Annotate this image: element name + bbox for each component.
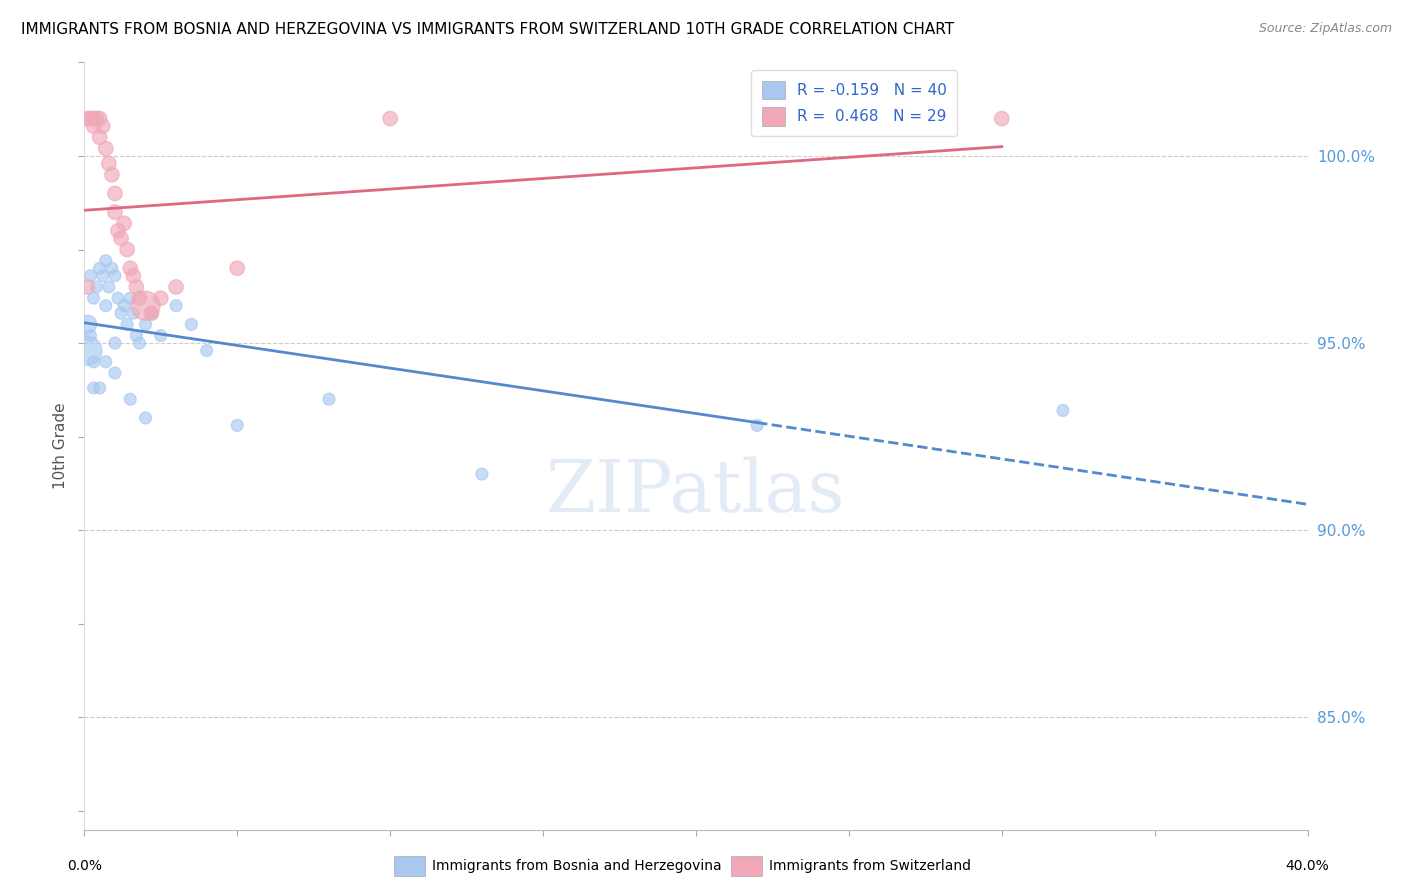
Point — [180, 318, 202, 332]
Point — [107, 224, 129, 238]
Point — [135, 318, 157, 332]
Point — [76, 112, 98, 126]
Point — [83, 381, 105, 395]
Text: IMMIGRANTS FROM BOSNIA AND HERZEGOVINA VS IMMIGRANTS FROM SWITZERLAND 10TH GRADE: IMMIGRANTS FROM BOSNIA AND HERZEGOVINA V… — [21, 22, 955, 37]
Point — [83, 119, 105, 133]
Point — [94, 141, 117, 155]
Point — [120, 392, 142, 407]
Point — [122, 268, 145, 283]
Point — [107, 291, 129, 305]
Point — [104, 268, 127, 283]
Point — [125, 280, 148, 294]
Point — [86, 280, 108, 294]
Point — [141, 306, 163, 320]
Point — [110, 306, 132, 320]
Text: Immigrants from Switzerland: Immigrants from Switzerland — [769, 859, 972, 873]
Point — [318, 392, 340, 407]
Point — [97, 280, 120, 294]
Point — [165, 299, 187, 313]
Point — [747, 418, 769, 433]
Point — [226, 418, 249, 433]
Point — [76, 280, 98, 294]
Point — [149, 291, 172, 305]
Point — [79, 328, 101, 343]
Point — [104, 205, 127, 219]
Point — [89, 130, 111, 145]
Point — [991, 112, 1014, 126]
Point — [89, 261, 111, 276]
Point — [94, 355, 117, 369]
Point — [141, 306, 163, 320]
Point — [79, 268, 101, 283]
Point — [89, 112, 111, 126]
Point — [125, 328, 148, 343]
Point — [135, 299, 157, 313]
Text: 0.0%: 0.0% — [67, 860, 101, 873]
Point — [135, 411, 157, 425]
Point — [83, 291, 105, 305]
Point — [120, 291, 142, 305]
Point — [76, 343, 98, 358]
Point — [380, 112, 402, 126]
Point — [226, 261, 249, 276]
Point — [128, 336, 150, 351]
Point — [104, 366, 127, 380]
Text: 40.0%: 40.0% — [1285, 860, 1330, 873]
Point — [91, 119, 114, 133]
Point — [149, 328, 172, 343]
Text: Source: ZipAtlas.com: Source: ZipAtlas.com — [1258, 22, 1392, 36]
Point — [83, 112, 105, 126]
Legend: R = -0.159   N = 40, R =  0.468   N = 29: R = -0.159 N = 40, R = 0.468 N = 29 — [751, 70, 957, 136]
Text: ZIPatlas: ZIPatlas — [546, 457, 846, 527]
Point — [110, 231, 132, 245]
Point — [76, 318, 98, 332]
Point — [115, 318, 138, 332]
Text: Immigrants from Bosnia and Herzegovina: Immigrants from Bosnia and Herzegovina — [432, 859, 721, 873]
Point — [1052, 403, 1074, 417]
Point — [89, 381, 111, 395]
Point — [115, 243, 138, 257]
Point — [86, 112, 108, 126]
Point — [94, 299, 117, 313]
Point — [112, 299, 135, 313]
Point — [104, 186, 127, 201]
Point — [79, 112, 101, 126]
Point — [120, 261, 142, 276]
Point — [83, 355, 105, 369]
Point — [101, 261, 124, 276]
Point — [91, 268, 114, 283]
Point — [471, 467, 494, 481]
Point — [112, 216, 135, 230]
Point — [128, 291, 150, 305]
Point — [101, 168, 124, 182]
Point — [122, 306, 145, 320]
Point — [94, 253, 117, 268]
Point — [195, 343, 218, 358]
Point — [104, 336, 127, 351]
Y-axis label: 10th Grade: 10th Grade — [52, 402, 67, 490]
Point — [97, 156, 120, 170]
Point — [165, 280, 187, 294]
